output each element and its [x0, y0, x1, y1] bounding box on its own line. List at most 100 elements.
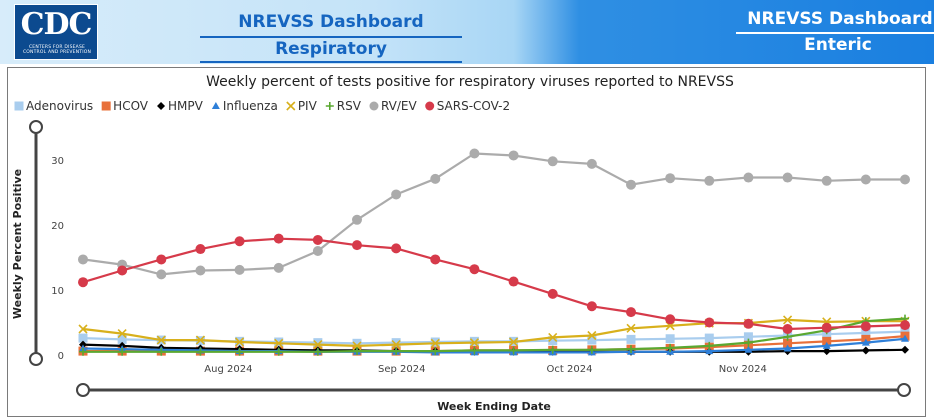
data-point[interactable]: [821, 175, 832, 186]
data-point[interactable]: [352, 338, 362, 348]
data-point[interactable]: [274, 338, 284, 348]
tab-respiratory-title[interactable]: NREVSS Dashboard: [238, 12, 424, 32]
data-point[interactable]: [118, 347, 127, 356]
data-point[interactable]: [117, 265, 128, 276]
data-point[interactable]: [665, 173, 676, 184]
legend-item[interactable]: Influenza: [211, 99, 278, 113]
data-point[interactable]: [313, 347, 322, 356]
legend-item[interactable]: HCOV: [101, 99, 149, 113]
data-point[interactable]: [900, 320, 910, 331]
data-point[interactable]: [508, 150, 519, 161]
data-point[interactable]: [391, 243, 402, 254]
data-point[interactable]: [743, 332, 753, 342]
data-point[interactable]: [391, 338, 401, 348]
data-point[interactable]: [782, 172, 793, 183]
data-point[interactable]: [195, 265, 206, 276]
data-point[interactable]: [195, 244, 206, 255]
data-point[interactable]: [156, 335, 166, 345]
data-point[interactable]: [274, 337, 284, 347]
data-point[interactable]: [430, 337, 440, 347]
data-point[interactable]: [547, 288, 558, 299]
legend-item[interactable]: Adenovirus: [14, 99, 94, 113]
data-point[interactable]: [235, 347, 244, 356]
data-point[interactable]: [821, 322, 832, 333]
series-line[interactable]: [82, 237, 906, 331]
data-point[interactable]: [704, 333, 714, 343]
tab-enteric[interactable]: Enteric: [804, 35, 872, 55]
data-point[interactable]: [469, 336, 479, 346]
data-point[interactable]: [783, 344, 792, 352]
data-point[interactable]: [353, 347, 361, 356]
data-point[interactable]: [705, 347, 714, 355]
data-point[interactable]: [78, 333, 88, 343]
data-point[interactable]: [195, 335, 205, 345]
data-point[interactable]: [861, 346, 870, 355]
data-point[interactable]: [586, 158, 597, 169]
data-point[interactable]: [705, 341, 714, 350]
data-point[interactable]: [861, 338, 870, 346]
data-point[interactable]: [822, 341, 831, 349]
data-point[interactable]: [587, 345, 596, 354]
data-point[interactable]: [509, 346, 518, 355]
data-point[interactable]: [626, 334, 636, 344]
data-point[interactable]: [78, 277, 88, 288]
data-point[interactable]: [117, 334, 127, 344]
data-point[interactable]: [392, 347, 401, 356]
legend-item[interactable]: RSV: [325, 99, 362, 113]
data-point[interactable]: [352, 214, 362, 225]
data-point[interactable]: [548, 345, 557, 354]
y-slider-handle-top[interactable]: [29, 120, 43, 134]
data-point[interactable]: [901, 345, 909, 354]
data-point[interactable]: [901, 334, 909, 342]
data-point[interactable]: [822, 336, 832, 346]
data-point[interactable]: [78, 254, 88, 265]
data-point[interactable]: [469, 338, 479, 348]
data-point[interactable]: [548, 336, 558, 346]
data-point[interactable]: [547, 156, 558, 167]
data-point[interactable]: [627, 345, 635, 354]
x-slider-handle-left[interactable]: [76, 383, 90, 397]
data-point[interactable]: [157, 347, 166, 356]
data-point[interactable]: [156, 269, 167, 280]
series-line[interactable]: [82, 152, 905, 276]
data-point[interactable]: [273, 233, 284, 244]
tab-respiratory[interactable]: Respiratory: [275, 39, 387, 59]
legend-item[interactable]: PIV: [286, 99, 318, 113]
series-line[interactable]: [83, 317, 906, 353]
y-axis-range-slider[interactable]: [29, 120, 43, 366]
data-point[interactable]: [391, 189, 402, 200]
data-point[interactable]: [78, 324, 88, 334]
data-point[interactable]: [586, 301, 597, 312]
data-point[interactable]: [273, 262, 284, 273]
data-point[interactable]: [430, 254, 441, 265]
data-point[interactable]: [313, 340, 323, 350]
legend-item[interactable]: SARS-COV-2: [425, 99, 510, 113]
data-point[interactable]: [900, 327, 910, 337]
data-point[interactable]: [196, 347, 205, 356]
x-axis-range-slider[interactable]: [76, 383, 911, 397]
data-point[interactable]: [626, 307, 636, 318]
data-point[interactable]: [783, 338, 793, 348]
data-point[interactable]: [783, 332, 792, 341]
data-point[interactable]: [666, 343, 675, 352]
data-point[interactable]: [79, 347, 87, 356]
data-point[interactable]: [860, 321, 871, 332]
data-point[interactable]: [822, 347, 831, 356]
data-point[interactable]: [352, 240, 362, 251]
data-point[interactable]: [312, 246, 323, 256]
series-line[interactable]: [82, 318, 905, 347]
data-point[interactable]: [391, 340, 401, 350]
data-point[interactable]: [430, 338, 440, 348]
data-point[interactable]: [587, 335, 597, 345]
data-point[interactable]: [313, 338, 323, 348]
data-point[interactable]: [743, 172, 754, 183]
data-point[interactable]: [587, 330, 597, 341]
data-point[interactable]: [156, 254, 167, 265]
data-point[interactable]: [900, 174, 910, 185]
data-point[interactable]: [860, 174, 871, 185]
data-point[interactable]: [274, 347, 283, 356]
data-point[interactable]: [470, 346, 479, 355]
legend-item[interactable]: HMPV: [157, 99, 204, 113]
data-point[interactable]: [469, 264, 480, 275]
data-point[interactable]: [744, 338, 753, 347]
